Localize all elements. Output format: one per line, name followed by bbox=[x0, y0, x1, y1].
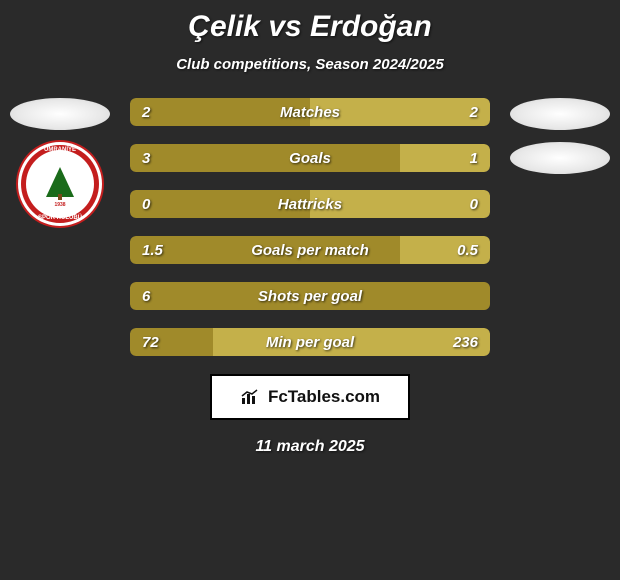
brand-text: FcTables.com bbox=[268, 387, 380, 407]
tree-trunk-icon bbox=[58, 194, 62, 200]
brand-badge[interactable]: FcTables.com bbox=[210, 374, 410, 420]
stat-bar: 31Goals bbox=[130, 144, 490, 172]
bar-segment-left bbox=[130, 144, 400, 172]
footer-date: 11 march 2025 bbox=[0, 438, 620, 456]
bar-segment-right bbox=[213, 328, 490, 356]
infographic-container: Çelik vs Erdoğan Club competitions, Seas… bbox=[0, 0, 620, 456]
page-title: Çelik vs Erdoğan bbox=[0, 10, 620, 44]
bar-segment-left bbox=[130, 236, 400, 264]
bar-segment-left bbox=[130, 98, 310, 126]
chart-icon bbox=[240, 388, 262, 406]
bar-segment-left bbox=[130, 282, 490, 310]
stat-bars: 22Matches 31Goals 00Hattricks 1.50.5Goals p… bbox=[120, 98, 500, 356]
player-left-photo bbox=[10, 98, 110, 130]
stat-bar: 22Matches bbox=[130, 98, 490, 126]
stat-bar: 6Shots per goal bbox=[130, 282, 490, 310]
club-badge-right-placeholder bbox=[510, 142, 610, 174]
club-year: 1938 bbox=[54, 202, 65, 208]
club-badge-left: ÜMRANİYE 1938 SPOR KULÜBÜ bbox=[18, 142, 102, 226]
page-subtitle: Club competitions, Season 2024/2025 bbox=[0, 56, 620, 73]
club-badge-inner: 1938 bbox=[26, 150, 94, 218]
bar-segment-right bbox=[310, 98, 490, 126]
right-player-column bbox=[500, 98, 620, 174]
bar-segment-right bbox=[310, 190, 490, 218]
stat-bar: 00Hattricks bbox=[130, 190, 490, 218]
stat-bar: 72236Min per goal bbox=[130, 328, 490, 356]
bar-segment-right bbox=[400, 236, 490, 264]
tree-icon bbox=[46, 167, 74, 197]
bar-segment-right bbox=[400, 144, 490, 172]
club-badge-text-bottom: SPOR KULÜBÜ bbox=[21, 215, 99, 221]
left-player-column: ÜMRANİYE 1938 SPOR KULÜBÜ bbox=[0, 98, 120, 226]
bar-segment-left bbox=[130, 190, 310, 218]
player-right-photo bbox=[510, 98, 610, 130]
main-row: ÜMRANİYE 1938 SPOR KULÜBÜ 22Matches 31Goa… bbox=[0, 98, 620, 356]
stat-bar: 1.50.5Goals per match bbox=[130, 236, 490, 264]
bar-segment-left bbox=[130, 328, 213, 356]
